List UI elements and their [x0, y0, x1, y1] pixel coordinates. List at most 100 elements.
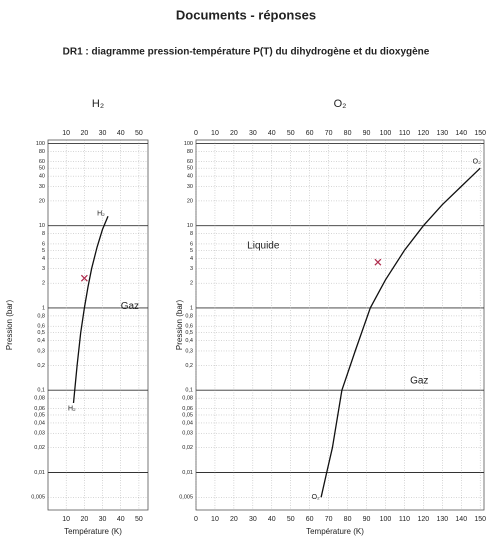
y-tick-label: 50 — [187, 166, 193, 172]
y-tick-label: 0,6 — [185, 324, 193, 330]
x-tick-label: 30 — [99, 516, 107, 523]
x-axis-label: Température (K) — [306, 527, 364, 536]
x-tick-label-top: 20 — [80, 130, 88, 137]
annotation: Gaz — [410, 375, 428, 386]
y-tick-label: 0,1 — [37, 388, 45, 394]
x-tick-label: 10 — [62, 516, 70, 523]
y-tick-label: 0,5 — [185, 330, 193, 336]
x-tick-label: 10 — [211, 516, 219, 523]
y-tick-label: 8 — [190, 231, 193, 237]
y-tick-label: 0,01 — [182, 470, 193, 476]
y-tick-label: 0,06 — [182, 406, 193, 412]
plot-frame — [47, 139, 149, 511]
page-subtitle: DR1 : diagramme pression-température P(T… — [63, 47, 430, 58]
x-tick-label-top: 130 — [436, 130, 448, 137]
annotation: H₂ — [68, 405, 76, 412]
y-tick-label: 0,08 — [34, 396, 45, 402]
y-tick-label: 100 — [184, 141, 193, 147]
x-tick-label: 40 — [117, 516, 125, 523]
y-axis-label: Pression (bar) — [5, 300, 14, 351]
y-tick-label: 80 — [39, 149, 45, 155]
x-tick-label-top: 50 — [135, 130, 143, 137]
y-tick-label: 0,2 — [185, 363, 193, 369]
x-tick-label: 40 — [268, 516, 276, 523]
y-tick-label: 20 — [187, 198, 193, 204]
x-tick-label-top: 110 — [399, 130, 410, 137]
x-tick-label-top: 30 — [99, 130, 107, 137]
x-tick-label: 150 — [474, 516, 486, 523]
y-tick-label: 8 — [42, 231, 45, 237]
y-tick-label: 0,03 — [182, 431, 193, 437]
y-tick-label: 1 — [190, 305, 193, 311]
y-tick-label: 60 — [187, 159, 193, 165]
x-tick-label: 60 — [306, 516, 314, 523]
annotation: Liquide — [247, 240, 280, 251]
y-tick-label: 0,2 — [37, 363, 45, 369]
y-tick-label: 0,02 — [34, 445, 45, 451]
y-tick-label: 0,04 — [182, 420, 193, 426]
y-tick-label: 0,005 — [179, 495, 193, 501]
x-tick-label: 50 — [135, 516, 143, 523]
y-tick-label: 80 — [187, 149, 193, 155]
x-tick-label: 140 — [455, 516, 467, 523]
page-title: Documents - réponses — [176, 7, 316, 22]
y-axis-label: Pression (bar) — [175, 300, 184, 351]
curve — [72, 216, 109, 404]
x-tick-label: 50 — [287, 516, 295, 523]
y-tick-label: 6 — [190, 241, 193, 247]
x-tick-label: 130 — [436, 516, 448, 523]
x-tick-label-top: 100 — [380, 130, 392, 137]
x-tick-label-top: 50 — [287, 130, 295, 137]
x-tick-label: 20 — [230, 516, 238, 523]
y-tick-label: 5 — [42, 248, 45, 254]
x-tick-label-top: 150 — [474, 130, 486, 137]
y-tick-label: 1 — [42, 305, 45, 311]
y-tick-label: 0,1 — [185, 388, 193, 394]
x-tick-label: 80 — [344, 516, 352, 523]
y-tick-label: 0,4 — [185, 338, 193, 344]
chart-title: H₂ — [92, 98, 104, 110]
x-tick-label: 120 — [418, 516, 430, 523]
x-tick-label: 110 — [399, 516, 410, 523]
plot-frame — [195, 139, 485, 511]
y-tick-label: 0,05 — [182, 412, 193, 418]
y-tick-label: 0,5 — [37, 330, 45, 336]
y-tick-label: 5 — [190, 248, 193, 254]
x-tick-label-top: 10 — [62, 130, 70, 137]
y-tick-label: 0,01 — [34, 470, 45, 476]
x-tick-label: 100 — [380, 516, 392, 523]
y-tick-label: 30 — [187, 184, 193, 190]
y-tick-label: 0,005 — [31, 495, 45, 501]
y-tick-label: 3 — [190, 266, 193, 272]
x-tick-label: 70 — [325, 516, 333, 523]
annotation: H₂ — [97, 210, 105, 217]
y-tick-label: 0,06 — [34, 406, 45, 412]
y-tick-label: 4 — [42, 256, 45, 262]
x-tick-label-top: 30 — [249, 130, 257, 137]
annotation: O₂ — [473, 159, 481, 166]
y-tick-label: 0,02 — [182, 445, 193, 451]
y-tick-label: 0,3 — [185, 348, 193, 354]
x-tick-label-top: 80 — [344, 130, 352, 137]
x-tick-label-top: 140 — [455, 130, 467, 137]
y-tick-label: 10 — [39, 223, 45, 229]
x-tick-label-top: 70 — [325, 130, 333, 137]
y-tick-label: 0,4 — [37, 338, 45, 344]
x-tick-label: 0 — [194, 516, 198, 523]
x-tick-label-top: 40 — [268, 130, 276, 137]
y-tick-label: 40 — [187, 174, 193, 180]
y-tick-label: 20 — [39, 198, 45, 204]
x-tick-label-top: 0 — [194, 130, 198, 137]
x-tick-label: 20 — [80, 516, 88, 523]
x-tick-label: 30 — [249, 516, 257, 523]
y-tick-label: 10 — [187, 223, 193, 229]
y-tick-label: 30 — [39, 184, 45, 190]
y-tick-label: 0,8 — [37, 313, 45, 319]
y-tick-label: 4 — [190, 256, 193, 262]
y-tick-label: 0,8 — [185, 313, 193, 319]
y-tick-label: 2 — [190, 281, 193, 287]
x-tick-label-top: 40 — [117, 130, 125, 137]
x-tick-label-top: 10 — [211, 130, 219, 137]
y-tick-label: 2 — [42, 281, 45, 287]
